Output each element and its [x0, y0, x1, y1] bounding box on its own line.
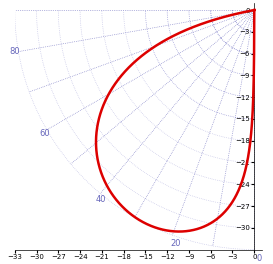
Text: 0: 0: [256, 254, 262, 263]
Text: 40: 40: [96, 195, 106, 204]
Text: 60: 60: [40, 129, 50, 138]
Text: 20: 20: [171, 239, 181, 248]
Text: 80: 80: [10, 47, 20, 56]
